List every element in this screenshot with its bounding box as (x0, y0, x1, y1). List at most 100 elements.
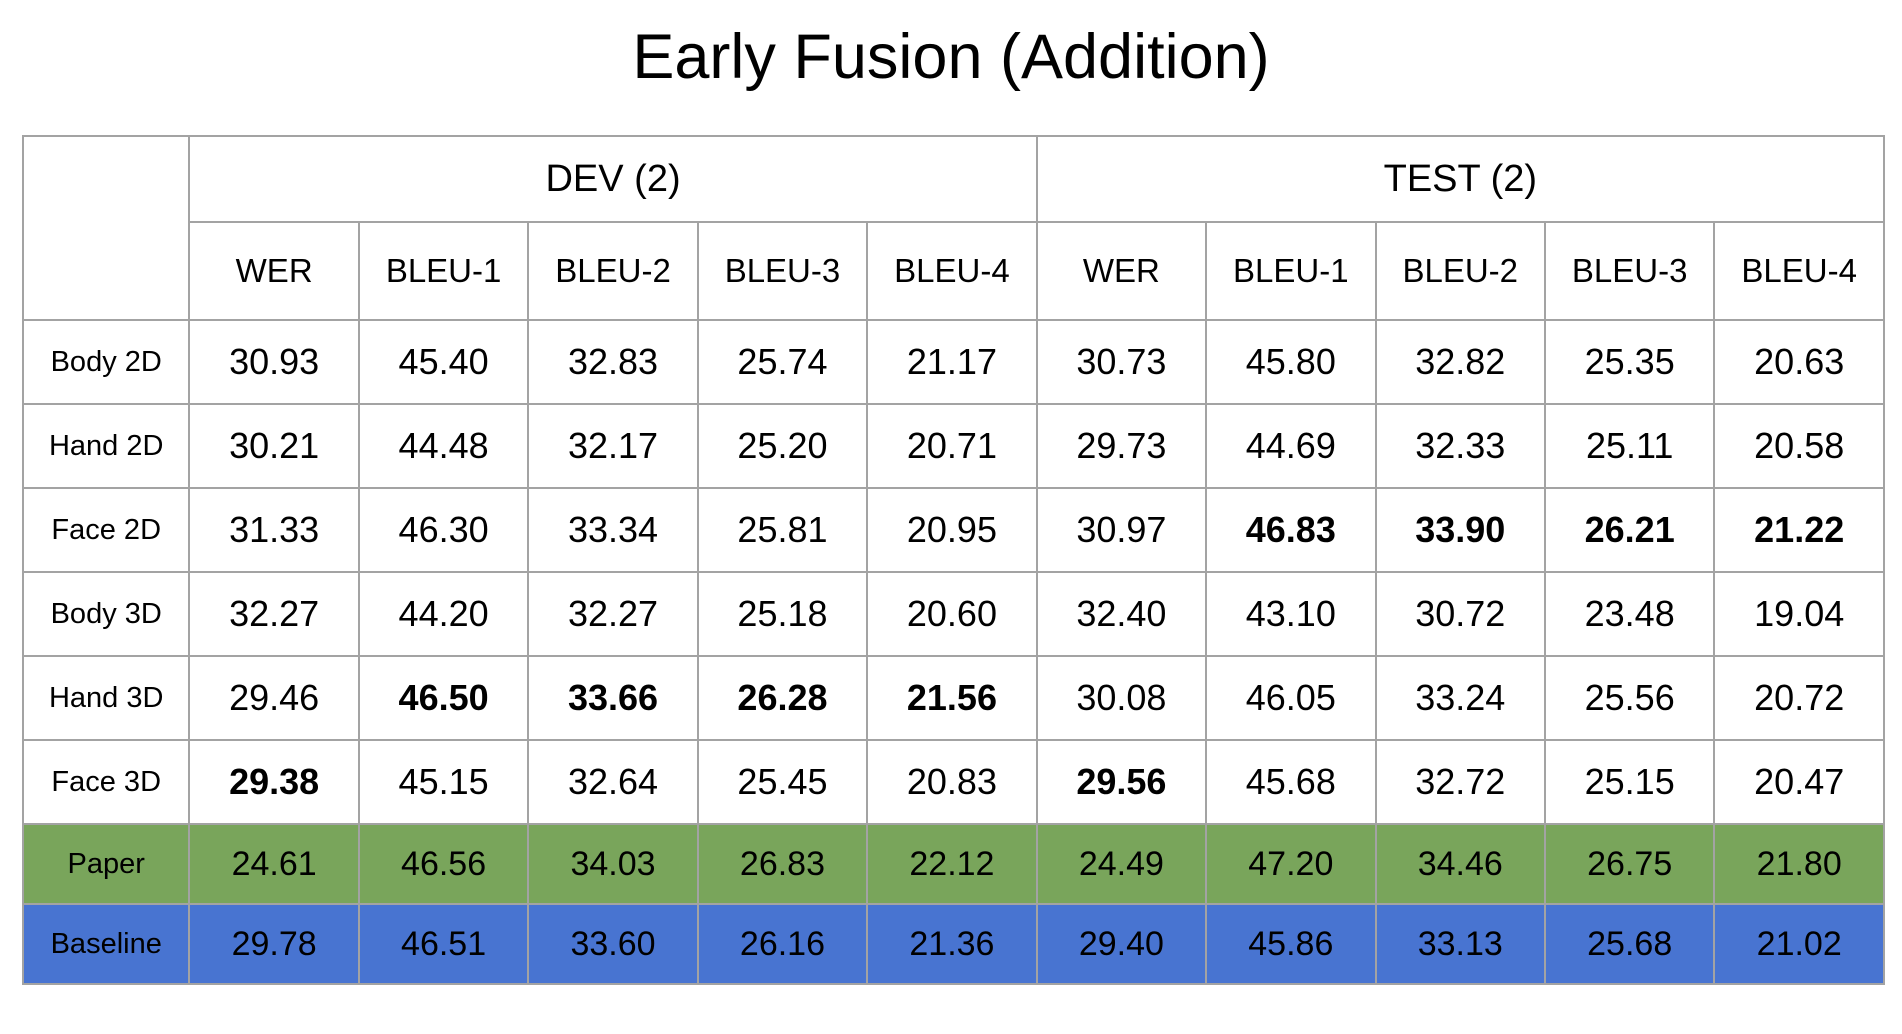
table-cell: 30.97 (1035, 487, 1208, 573)
table-cell: 26.21 (1543, 487, 1716, 573)
table-cell: 47.20 (1205, 823, 1377, 905)
results-table: DEV (2) TEST (2) WER BLEU-1 BLEU-2 BLEU-3 BL… (21, 135, 1886, 985)
table-cell: 30.08 (1035, 655, 1208, 741)
table-row: Face 3D 29.38 45.15 32.64 25.45 20.83 29.56 45.… (21, 739, 1885, 825)
table-cell: 32.40 (1035, 571, 1208, 657)
table-cell: 19.04 (1713, 571, 1885, 657)
table-cell: 22.12 (866, 823, 1038, 905)
table-cell: 20.95 (866, 487, 1038, 573)
table-cell: 33.24 (1374, 655, 1546, 741)
table-cell: 20.83 (866, 739, 1038, 825)
group-header-test: TEST (2) (1035, 135, 1886, 223)
group-header-dev: DEV (2) (188, 135, 1038, 223)
table-cell: 20.63 (1713, 319, 1885, 405)
table-cell: 25.56 (1543, 655, 1716, 741)
table-row: Body 3D 32.27 44.20 32.27 25.18 20.60 32.40 43.… (21, 571, 1885, 657)
table-cell: 20.71 (866, 403, 1038, 489)
table-cell: 25.20 (696, 403, 869, 489)
table-cell: 25.68 (1543, 903, 1716, 985)
table-cell: 21.02 (1713, 903, 1885, 985)
table-cell: 32.72 (1374, 739, 1546, 825)
metric-header: BLEU-1 (1205, 221, 1377, 321)
table-cell: 46.51 (357, 903, 530, 985)
table-cell: 25.45 (696, 739, 869, 825)
table-cell: 32.64 (527, 739, 699, 825)
table-cell: 32.17 (527, 403, 699, 489)
table-cell: 25.11 (1543, 403, 1716, 489)
table-cell: 25.35 (1543, 319, 1716, 405)
table-cell: 25.18 (696, 571, 869, 657)
table-body: Body 2D 30.93 45.40 32.83 25.74 21.17 30.73 45.… (21, 319, 1885, 985)
table-cell: 21.56 (866, 655, 1038, 741)
table-cell: 21.17 (866, 319, 1038, 405)
table-cell: 45.86 (1205, 903, 1377, 985)
table-cell: 46.83 (1205, 487, 1377, 573)
table-cell: 21.22 (1713, 487, 1885, 573)
page-title: Early Fusion (Addition) (632, 22, 1270, 92)
row-label: Body 2D (21, 319, 191, 405)
table-cell: 44.69 (1205, 403, 1377, 489)
metric-header: WER (188, 221, 360, 321)
table-cell: 29.78 (188, 903, 360, 985)
metric-header: BLEU-3 (696, 221, 869, 321)
table-cell: 26.28 (696, 655, 869, 741)
reference-row: Paper 24.61 46.56 34.03 26.83 22.12 24.49 47.20… (21, 823, 1885, 905)
table-cell: 20.60 (866, 571, 1038, 657)
table-cell: 44.20 (357, 571, 530, 657)
metric-header: BLEU-4 (1713, 221, 1885, 321)
metric-header-row: WER BLEU-1 BLEU-2 BLEU-3 BLEU-4 WER BLEU-1 BLEU… (23, 221, 1885, 321)
metric-header: BLEU-3 (1543, 221, 1716, 321)
group-header-row: DEV (2) TEST (2) (21, 135, 1886, 321)
table-cell: 45.80 (1205, 319, 1377, 405)
table-cell: 31.33 (188, 487, 360, 573)
table-cell: 46.56 (357, 823, 530, 905)
table-cell: 25.81 (696, 487, 869, 573)
row-label: Paper (21, 823, 191, 905)
table-cell: 46.05 (1205, 655, 1377, 741)
table-cell: 20.72 (1713, 655, 1885, 741)
metric-header: WER (1035, 221, 1208, 321)
table-cell: 32.27 (188, 571, 360, 657)
row-label: Hand 2D (21, 403, 191, 489)
table-cell: 34.46 (1374, 823, 1546, 905)
table-cell: 32.83 (527, 319, 699, 405)
corner-cell (21, 135, 191, 321)
table-row: Body 2D 30.93 45.40 32.83 25.74 21.17 30.73 45.… (21, 319, 1885, 405)
table-cell: 29.46 (188, 655, 360, 741)
table-cell: 29.73 (1035, 403, 1208, 489)
table-row: Face 2D 31.33 46.30 33.34 25.81 20.95 30.97 46.… (21, 487, 1885, 573)
table-cell: 32.33 (1374, 403, 1546, 489)
table-cell: 30.72 (1374, 571, 1546, 657)
table-cell: 25.15 (1543, 739, 1716, 825)
row-label: Body 3D (21, 571, 191, 657)
table-cell: 30.93 (188, 319, 360, 405)
table-cell: 21.36 (866, 903, 1038, 985)
table-cell: 46.30 (357, 487, 530, 573)
table-cell: 29.38 (188, 739, 360, 825)
table-cell: 26.75 (1543, 823, 1716, 905)
row-label: Face 3D (21, 739, 191, 825)
table-cell: 45.68 (1205, 739, 1377, 825)
table-cell: 30.73 (1035, 319, 1208, 405)
table-cell: 32.27 (527, 571, 699, 657)
metric-header: BLEU-2 (1374, 221, 1546, 321)
table-cell: 46.50 (357, 655, 530, 741)
table-cell: 21.80 (1713, 823, 1885, 905)
row-label: Hand 3D (21, 655, 191, 741)
row-label: Face 2D (21, 487, 191, 573)
table-cell: 34.03 (527, 823, 699, 905)
table-cell: 33.60 (527, 903, 699, 985)
table-cell: 44.48 (357, 403, 530, 489)
table-cell: 26.83 (696, 823, 869, 905)
table-cell: 33.34 (527, 487, 699, 573)
reference-row: Baseline 29.78 46.51 33.60 26.16 21.36 29.40 45… (21, 903, 1885, 985)
table-cell: 24.49 (1035, 823, 1208, 905)
table-cell: 25.74 (696, 319, 869, 405)
table-cell: 20.47 (1713, 739, 1885, 825)
table-cell: 23.48 (1543, 571, 1716, 657)
metric-header: BLEU-4 (866, 221, 1038, 321)
table-cell: 26.16 (696, 903, 869, 985)
table-cell: 29.40 (1035, 903, 1208, 985)
table-cell: 45.40 (357, 319, 530, 405)
table-cell: 33.66 (527, 655, 699, 741)
